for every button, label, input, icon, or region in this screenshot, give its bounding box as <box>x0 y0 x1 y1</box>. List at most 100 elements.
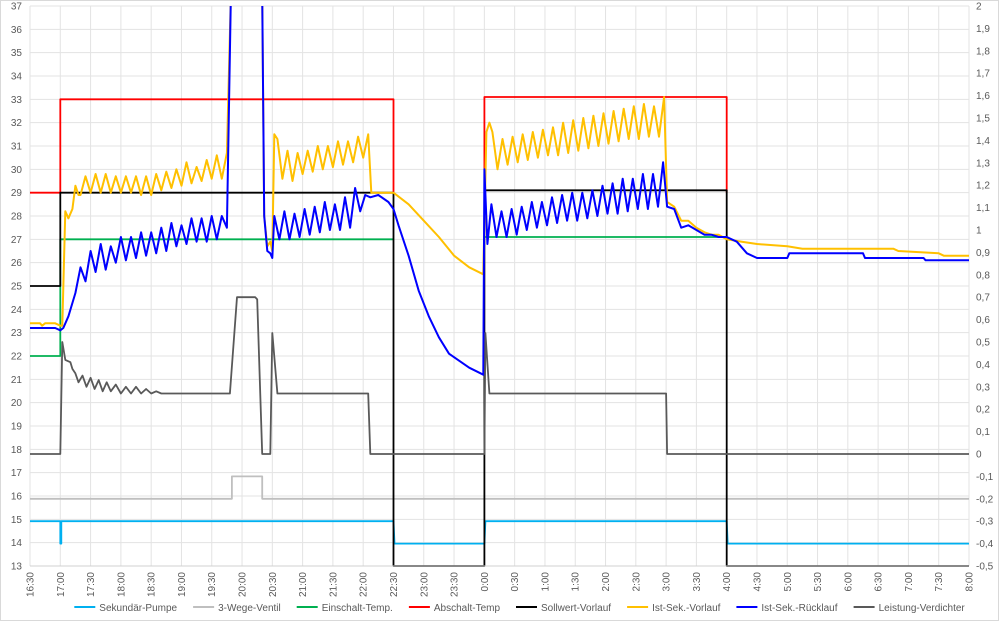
x-tick-label: 0:00 <box>480 572 491 592</box>
x-tick-label: 1:30 <box>571 572 582 592</box>
y-left-tick-label: 33 <box>11 95 23 106</box>
y-left-tick-label: 21 <box>11 375 23 386</box>
x-tick-label: 19:30 <box>207 572 218 597</box>
y-left-tick-label: 26 <box>11 258 23 269</box>
y-left-tick-label: 32 <box>11 118 23 129</box>
y-right-tick-label: 1,8 <box>976 46 990 57</box>
y-left-tick-label: 29 <box>11 188 23 199</box>
legend-item[interactable]: Ist-Sek.-Vorlauf <box>627 603 721 614</box>
y-right-tick-label: 1,3 <box>976 158 990 169</box>
legend-item[interactable]: Abschalt-Temp <box>408 603 501 614</box>
x-tick-label: 5:30 <box>813 572 824 592</box>
y-left-tick-label: 15 <box>11 515 23 526</box>
x-tick-label: 20:30 <box>268 572 279 597</box>
y-left-tick-label: 13 <box>11 562 23 573</box>
x-tick-label: 4:00 <box>722 572 733 592</box>
y-right-tick-label: 0,1 <box>976 427 990 438</box>
legend-label: Abschalt-Temp <box>434 603 501 614</box>
y-right-tick-label: 1,5 <box>976 114 990 125</box>
legend-item[interactable]: Ist-Sek.-Rücklauf <box>736 603 838 614</box>
legend-label: Ist-Sek.-Vorlauf <box>652 603 721 614</box>
y-left-tick-label: 22 <box>11 352 23 363</box>
y-left-tick-label: 14 <box>11 538 23 549</box>
y-left-tick-label: 34 <box>11 72 23 83</box>
y-right-tick-label: 0 <box>976 450 982 461</box>
y-left-tick-label: 25 <box>11 282 23 293</box>
y-right-tick-label: 0,8 <box>976 270 990 281</box>
y-right-tick-label: 2 <box>976 2 982 13</box>
legend-item[interactable]: 3-Wege-Ventil <box>193 603 281 614</box>
y-right-tick-label: -0,3 <box>976 517 994 528</box>
legend-item[interactable]: Sekundär-Pumpe <box>74 603 178 614</box>
y-right-tick-label: 0,7 <box>976 293 990 304</box>
y-right-tick-label: -0,1 <box>976 472 994 483</box>
x-tick-label: 19:00 <box>177 572 188 597</box>
series-line-ist-sek-r-cklauf <box>30 6 969 376</box>
x-tick-label: 7:30 <box>934 572 945 592</box>
x-tick-label: 22:00 <box>359 572 370 597</box>
y-left-tick-label: 19 <box>11 422 23 433</box>
y-left-tick-label: 35 <box>11 48 23 59</box>
legend-label: Sekundär-Pumpe <box>99 603 177 614</box>
legend-item[interactable]: Sollwert-Vorlauf <box>516 603 611 614</box>
legend-label: Leistung-Verdichter <box>879 603 966 614</box>
x-tick-label: 21:30 <box>328 572 339 597</box>
series-line-einschalt-temp- <box>30 236 727 357</box>
x-tick-label: 7:00 <box>904 572 915 592</box>
x-tick-label: 1:00 <box>540 572 551 592</box>
y-left-tick-label: 18 <box>11 445 23 456</box>
x-tick-label: 22:30 <box>389 572 400 597</box>
y-left-tick-label: 23 <box>11 328 23 339</box>
y-right-tick-label: 1,4 <box>976 136 990 147</box>
y-left-tick-label: 20 <box>11 398 23 409</box>
y-right-tick-label: -0,2 <box>976 494 994 505</box>
x-tick-label: 16:30 <box>26 572 37 597</box>
series-line-abschalt-temp <box>30 96 728 194</box>
series-lines <box>30 6 969 567</box>
y-right-tick-label: 1,7 <box>976 69 990 80</box>
x-tick-label: 4:30 <box>753 572 764 592</box>
legend-item[interactable]: Einschalt-Temp. <box>296 603 393 614</box>
series-line-ist-sek-vorlauf <box>30 6 969 327</box>
legend-label: Ist-Sek.-Rücklauf <box>761 603 837 614</box>
y-left-tick-label: 17 <box>11 468 23 479</box>
x-tick-label: 20:00 <box>238 572 249 597</box>
x-tick-label: 3:30 <box>692 572 703 592</box>
y-right-tick-label: 0,6 <box>976 315 990 326</box>
legend-item[interactable]: Leistung-Verdichter <box>853 603 966 614</box>
y-left-tick-label: 24 <box>11 305 23 316</box>
y-right-tick-label: 1,9 <box>976 24 990 35</box>
x-tick-label: 3:00 <box>662 572 673 592</box>
x-tick-label: 17:00 <box>56 572 67 597</box>
y-left-tick-label: 31 <box>11 142 23 153</box>
x-tick-label: 8:00 <box>965 572 976 592</box>
y-right-tick-label: 1,2 <box>976 181 990 192</box>
x-tick-label: 23:30 <box>450 572 461 597</box>
x-tick-label: 6:30 <box>874 572 885 592</box>
y-right-tick-label: 0,5 <box>976 338 990 349</box>
legend-label: 3-Wege-Ventil <box>218 603 281 614</box>
legend-label: Einschalt-Temp. <box>322 603 393 614</box>
y-right-tick-label: -0,4 <box>976 539 994 550</box>
series-line-leistung-verdichter <box>30 296 969 455</box>
x-tick-label: 5:00 <box>783 572 794 592</box>
y-right-tick-label: 0,4 <box>976 360 990 371</box>
y-right-tick-label: 1,6 <box>976 91 990 102</box>
y-right-tick-label: 0,9 <box>976 248 990 259</box>
y-left-tick-label: 27 <box>11 235 23 246</box>
y-left-tick-label: 37 <box>11 2 23 13</box>
series-line-3-wege-ventil <box>30 475 969 500</box>
x-tick-label: 23:00 <box>419 572 430 597</box>
x-tick-label: 21:00 <box>298 572 309 597</box>
y-left-tick-label: 30 <box>11 165 23 176</box>
y-right-tick-label: 0,2 <box>976 405 990 416</box>
y-right-tick-label: 0,3 <box>976 382 990 393</box>
x-tick-label: 2:00 <box>601 572 612 592</box>
x-tick-label: 2:30 <box>631 572 642 592</box>
legend: Sekundär-Pumpe 3-Wege-Ventil Einschalt-Tem… <box>74 603 965 614</box>
y-left-tick-label: 28 <box>11 212 23 223</box>
legend-label: Sollwert-Vorlauf <box>541 603 611 614</box>
y-right-tick-label: 1,1 <box>976 203 990 214</box>
